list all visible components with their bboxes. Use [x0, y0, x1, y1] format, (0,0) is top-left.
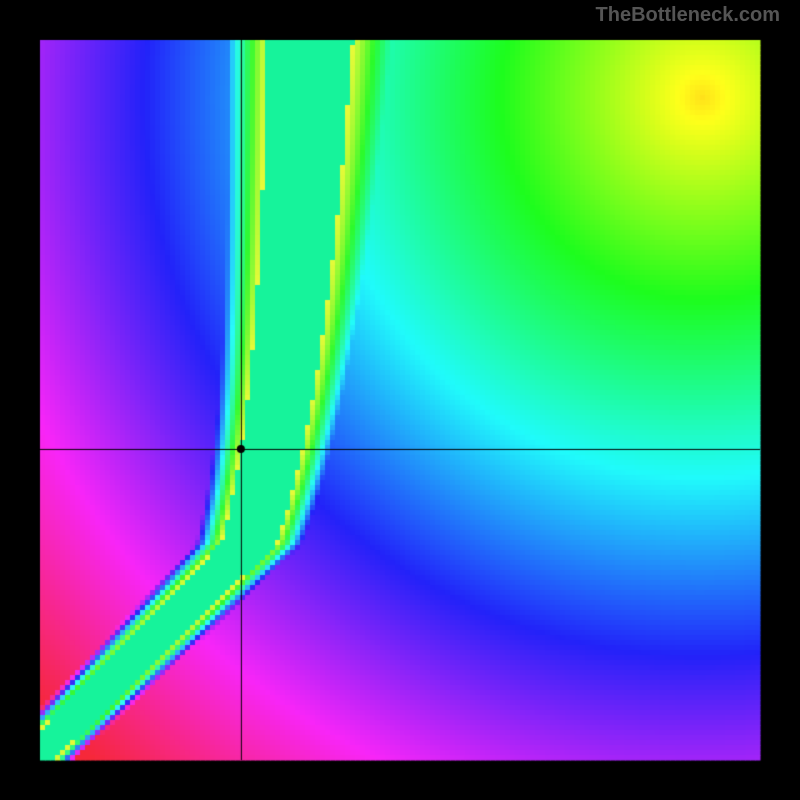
chart-container: TheBottleneck.com — [0, 0, 800, 800]
heatmap-canvas — [0, 0, 800, 800]
watermark-text: TheBottleneck.com — [596, 4, 780, 27]
